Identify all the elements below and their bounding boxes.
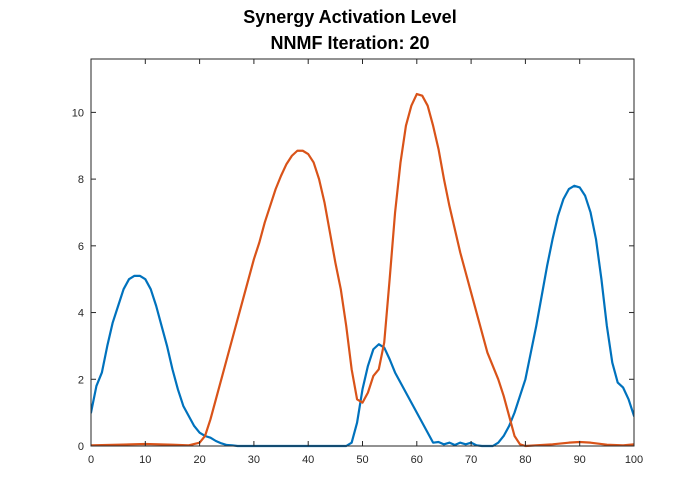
y-tick-label: 0 <box>78 441 84 453</box>
y-tick-label: 4 <box>78 308 84 320</box>
series-line-2 <box>91 92 634 448</box>
x-tick-label: 80 <box>519 454 531 466</box>
y-tick-label: 2 <box>78 374 84 386</box>
x-tick-label: 10 <box>139 454 151 466</box>
x-tick-label: 20 <box>193 454 205 466</box>
x-tick-label: 70 <box>465 454 477 466</box>
x-tick-label: 50 <box>356 454 368 466</box>
y-tick-label: 8 <box>78 174 84 186</box>
y-tick-label: 10 <box>72 107 84 119</box>
chart-title: Synergy Activation Level <box>243 7 457 27</box>
chart-subtitle: NNMF Iteration: 20 <box>270 33 430 53</box>
x-tick-label: 90 <box>574 454 586 466</box>
x-tick-label: 0 <box>88 454 94 466</box>
x-tick-label: 60 <box>411 454 423 466</box>
x-tick-label: 100 <box>625 454 643 466</box>
series-line-1 <box>91 184 634 448</box>
x-tick-label: 30 <box>248 454 260 466</box>
y-tick-label: 6 <box>78 241 84 253</box>
x-tick-label: 40 <box>302 454 314 466</box>
